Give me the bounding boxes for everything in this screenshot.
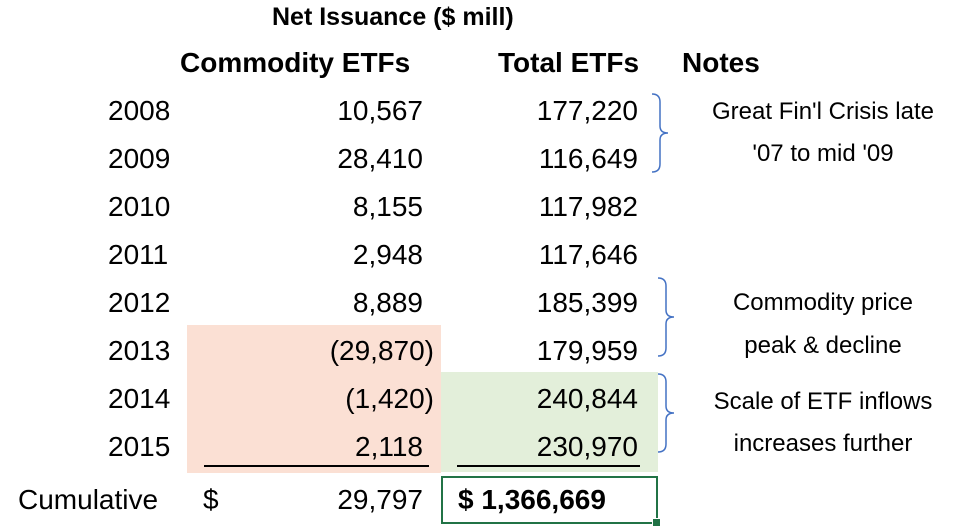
row-total: 240,844 bbox=[536, 383, 638, 414]
note-line: peak & decline bbox=[744, 332, 902, 359]
row-commodity: 2,118 bbox=[355, 431, 423, 462]
row-commodity: 10,567 bbox=[337, 95, 423, 126]
row-commodity: 2,948 bbox=[352, 239, 423, 270]
commodity-decline-highlight bbox=[187, 325, 441, 473]
row-total: 116,649 bbox=[538, 143, 638, 174]
note-line: Great Fin'l Crisis late bbox=[712, 98, 934, 125]
note-line: '07 to mid '09 bbox=[752, 140, 894, 167]
row-year: 2008 bbox=[108, 95, 171, 126]
total-sum-underline bbox=[457, 465, 640, 467]
total-growth-highlight bbox=[441, 372, 658, 472]
note-line: increases further bbox=[733, 430, 913, 457]
row-year: 2009 bbox=[108, 143, 171, 174]
brace-icon bbox=[657, 373, 675, 453]
row-year: 2010 bbox=[108, 191, 171, 222]
table-title: Net Issuance ($ mill) bbox=[272, 3, 514, 31]
row-total: 230,970 bbox=[536, 431, 638, 462]
brace-icon bbox=[657, 277, 675, 357]
row-commodity: 28,410 bbox=[337, 143, 423, 174]
row-commodity: 8,155 bbox=[352, 191, 423, 222]
row-total: 185,399 bbox=[536, 287, 638, 318]
row-total: 177,220 bbox=[536, 95, 638, 126]
row-total: 117,982 bbox=[538, 191, 638, 222]
cumulative-total-cell[interactable] bbox=[441, 476, 661, 527]
row-year: 2015 bbox=[108, 431, 171, 462]
row-total: 179,959 bbox=[536, 335, 638, 366]
cumulative-currency: $ bbox=[203, 484, 219, 515]
cumulative-commodity: 29,797 bbox=[337, 484, 423, 515]
note-line: Commodity price bbox=[732, 289, 914, 316]
row-commodity: (1,420) bbox=[345, 383, 434, 414]
note-line: Scale of ETF inflows bbox=[713, 388, 933, 415]
row-year: 2011 bbox=[108, 239, 169, 270]
row-commodity: 8,889 bbox=[352, 287, 423, 318]
row-year: 2013 bbox=[108, 335, 171, 366]
cumulative-total: $ 1,366,669 bbox=[458, 484, 606, 515]
row-year: 2012 bbox=[108, 287, 171, 318]
row-commodity: (29,870) bbox=[329, 335, 434, 366]
fill-handle[interactable] bbox=[652, 518, 661, 527]
header-total-etfs: Total ETFs bbox=[498, 47, 640, 78]
commodity-sum-underline bbox=[204, 465, 429, 467]
row-total: 117,646 bbox=[538, 239, 638, 270]
row-year: 2014 bbox=[108, 383, 171, 414]
header-notes: Notes bbox=[682, 47, 760, 78]
cumulative-label: Cumulative bbox=[18, 484, 159, 515]
header-commodity-etfs: Commodity ETFs bbox=[180, 47, 411, 78]
brace-icon bbox=[651, 93, 669, 173]
